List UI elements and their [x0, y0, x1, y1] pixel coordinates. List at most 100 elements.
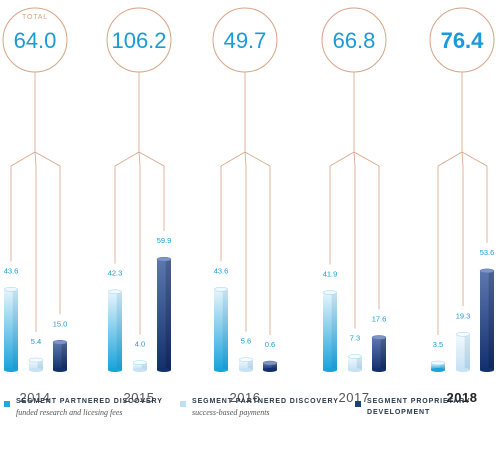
connector-branch-2016-1 [244, 151, 247, 167]
bar-2016-series1 [214, 289, 228, 370]
bar-2018-series3 [480, 270, 494, 370]
connector-branch-2018-2 [461, 151, 488, 167]
years-layer: 2014 2015 2016 2017 2018 [20, 390, 477, 405]
bar-base-2016-series2 [239, 368, 253, 372]
bar-cap-2016-series3 [262, 360, 278, 366]
legend-swatch-proprietary [355, 401, 361, 407]
total-circle-2014 [2, 7, 68, 73]
legend-title-proprietary: SEGMENT PROPRIETARY DEVELOPMENT [367, 398, 471, 416]
total-value-2014: 64.0 [14, 28, 57, 53]
legend-title-funded: SEGMENT PARTNERED DISCOVERY [16, 398, 163, 405]
bar-shade-2015-series2 [141, 362, 147, 370]
year-label-2015: 2015 [124, 390, 155, 405]
bar-2015-series2 [133, 362, 147, 370]
bar-base-2018-series1 [431, 368, 445, 372]
bar-cap-2014-series2 [28, 357, 44, 363]
value-label-2018-series1: 3.5 [433, 340, 443, 349]
bar-base-2014-series1 [4, 368, 18, 372]
bar-base-2016-series1 [214, 368, 228, 372]
year-label-2017: 2017 [339, 390, 370, 405]
bar-shade-2015-series3 [165, 259, 171, 370]
value-label-2015-series3: 59.9 [157, 236, 172, 245]
bar-2018-series1 [431, 363, 445, 370]
bar-base-2016-series3 [263, 368, 277, 372]
totals-layer: TOTAL 64.0 106.2 49.7 66.8 76.4 [2, 7, 495, 73]
connector-branch-2017-1 [353, 151, 356, 167]
value-label-2018-series3: 53.6 [480, 248, 495, 257]
total-circle-2017 [321, 7, 387, 73]
bar-base-2014-series2 [29, 368, 43, 372]
bar-cap-2014-series1 [3, 287, 19, 292]
bar-cap-2016-series1 [213, 287, 229, 292]
total-value-2017: 66.8 [333, 28, 376, 53]
connector-branch-2016-0 [220, 151, 246, 167]
connector-branch-2014-0 [10, 151, 36, 167]
bar-2017-series3 [372, 337, 386, 370]
bar-2014-series1 [4, 289, 18, 370]
connector-branch-2017-2 [353, 151, 380, 167]
total-circle-2016 [212, 7, 278, 73]
bar-shade-2018-series1 [439, 363, 445, 370]
bar-cap-2015-series1 [107, 289, 123, 294]
bar-cap-2017-series2 [347, 354, 363, 359]
value-label-2016-series2: 5.6 [241, 337, 251, 346]
bar-cap-2016-series2 [238, 357, 254, 362]
bar-base-2014-series3 [53, 368, 67, 372]
bar-base-2017-series1 [323, 368, 337, 372]
value-label-2018-series2: 19.3 [456, 311, 471, 320]
bar-shade-2017-series2 [356, 356, 362, 370]
value-label-2016-series1: 43.6 [214, 266, 229, 275]
connector-branch-2015-2 [138, 151, 165, 167]
bar-2017-series1 [323, 292, 337, 370]
value-label-2017-series3: 17.6 [372, 314, 387, 323]
bar-2015-series3 [157, 259, 171, 370]
total-label: TOTAL [22, 14, 48, 21]
value-label-2017-series2: 7.3 [350, 333, 360, 342]
bar-base-2017-series3 [372, 368, 386, 372]
connector-branch-2014-2 [34, 151, 61, 167]
bar-cap-2017-series3 [371, 335, 387, 340]
bar-shade-2016-series3 [271, 363, 277, 370]
bar-2016-series2 [239, 359, 253, 370]
bar-base-2017-series2 [348, 368, 362, 372]
legend-sub-success: success-based payments [192, 408, 270, 417]
bar-cap-2018-series2 [455, 332, 471, 337]
total-value-2016: 49.7 [224, 28, 267, 53]
connector-branch-2018-0 [437, 151, 463, 167]
bar-cap-2014-series3 [52, 340, 68, 345]
bar-2016-series3 [263, 363, 277, 370]
legend: SEGMENT PARTNERED DISCOVERY funded resea… [0, 396, 502, 452]
bar-shade-2014-series1 [12, 289, 18, 370]
legend-sub-funded: funded research and licesing fees [16, 408, 123, 417]
bar-shade-2018-series3 [488, 270, 494, 370]
year-label-2016: 2016 [230, 390, 261, 405]
bar-base-2018-series3 [480, 368, 494, 372]
value-label-2014-series2: 5.4 [31, 337, 41, 346]
bar-cap-2015-series3 [156, 256, 172, 262]
legend-swatch-success [180, 401, 186, 407]
total-circle-2018 [429, 7, 495, 73]
bar-cap-2015-series2 [132, 360, 148, 365]
bar-cap-2017-series1 [322, 290, 338, 295]
bar-shade-2018-series2 [464, 334, 470, 370]
bar-base-2015-series3 [157, 368, 171, 372]
connector-branch-2015-0 [114, 151, 140, 167]
bar-shade-2014-series2 [37, 360, 43, 370]
bar-shade-2014-series3 [61, 342, 67, 370]
bar-2015-series1 [108, 291, 122, 370]
bar-base-2015-series1 [108, 368, 122, 372]
value-label-2014-series3: 15.0 [53, 319, 68, 328]
value-label-2014-series1: 43.6 [4, 266, 19, 275]
connector-branch-2016-2 [244, 151, 271, 167]
bar-cap-2018-series1 [430, 360, 446, 366]
value-label-2017-series1: 41.9 [323, 269, 338, 278]
connector-branch-2017-0 [329, 151, 355, 167]
bar-shade-2017-series1 [331, 292, 337, 370]
connector-branch-2018-1 [461, 151, 464, 167]
value-label-2016-series3: 0.6 [265, 340, 275, 349]
labels-layer: 43.6 5.4 15.0 42.3 4.0 59.9 43.6 5.6 0.6 41.9 7.3 1… [4, 236, 495, 349]
bar-shade-2016-series2 [247, 359, 253, 370]
value-label-2015-series1: 42.3 [108, 269, 123, 278]
year-label-2014: 2014 [20, 390, 51, 405]
